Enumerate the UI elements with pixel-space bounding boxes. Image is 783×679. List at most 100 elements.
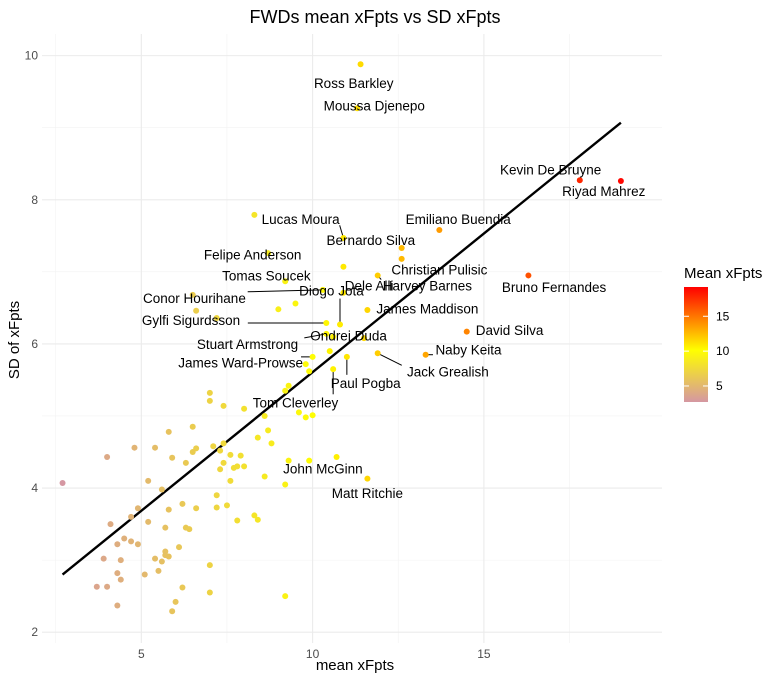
data-point xyxy=(576,177,583,184)
data-point xyxy=(104,454,111,461)
data-point xyxy=(206,389,213,396)
data-point xyxy=(189,423,196,430)
point-label: Emiliano Buendia xyxy=(406,212,512,227)
data-point xyxy=(282,387,289,394)
x-axis-title: mean xFpts xyxy=(316,657,394,674)
label-leader-line xyxy=(377,352,402,366)
data-point xyxy=(282,593,289,600)
point-label: Gylfi Sigurdsson xyxy=(142,313,240,328)
data-point xyxy=(295,409,302,416)
data-point xyxy=(525,272,532,279)
data-point xyxy=(326,348,333,355)
data-point xyxy=(223,502,230,509)
data-point xyxy=(254,434,261,441)
data-point xyxy=(265,250,272,257)
data-point xyxy=(145,477,152,484)
data-point xyxy=(422,351,429,358)
point-label: Tom Cleverley xyxy=(253,395,339,410)
chart-title: FWDs mean xFpts vs SD xFpts xyxy=(249,7,500,27)
data-point xyxy=(265,427,272,434)
data-point xyxy=(309,353,316,360)
y-tick-label: 8 xyxy=(31,193,38,207)
point-label: Naby Keita xyxy=(435,343,502,358)
data-point xyxy=(114,570,121,577)
data-point xyxy=(227,451,234,458)
data-point xyxy=(340,234,347,241)
data-point xyxy=(179,500,186,507)
data-point xyxy=(360,335,367,342)
data-point xyxy=(282,278,289,285)
data-point xyxy=(206,397,213,404)
point-label: Bernardo Silva xyxy=(327,233,416,248)
data-point xyxy=(237,452,244,459)
point-label: John McGinn xyxy=(283,462,363,477)
data-point xyxy=(268,440,275,447)
data-point xyxy=(285,457,292,464)
data-point xyxy=(176,544,183,551)
plot-area: Ross Barkley Moussa Djenepo Kevin De Bruyn… xyxy=(42,34,662,643)
data-point xyxy=(354,105,361,112)
data-point xyxy=(337,321,344,328)
point-label: Riyad Mahrez xyxy=(562,184,646,199)
data-point xyxy=(128,513,135,520)
label-leader-line xyxy=(247,289,323,293)
data-point xyxy=(306,457,313,464)
label-leader-line xyxy=(304,333,327,339)
point-label: Harvey Barnes xyxy=(383,279,473,294)
data-point xyxy=(302,414,309,421)
point-label: Matt Ritchie xyxy=(332,486,403,501)
data-point xyxy=(306,368,313,375)
point-label: Lucas Moura xyxy=(262,212,341,227)
data-point xyxy=(128,538,135,545)
data-point xyxy=(241,463,248,470)
data-point xyxy=(152,444,159,451)
data-point xyxy=(117,576,124,583)
data-point xyxy=(254,516,261,523)
data-point xyxy=(463,328,470,335)
data-point xyxy=(121,535,128,542)
data-point xyxy=(104,583,111,590)
data-point xyxy=(193,505,200,512)
data-point xyxy=(436,227,443,234)
data-point xyxy=(169,454,176,461)
data-point xyxy=(152,555,159,562)
data-point xyxy=(261,412,268,419)
data-point xyxy=(158,486,165,493)
point-label: Stuart Armstrong xyxy=(197,337,298,352)
data-point xyxy=(189,449,196,456)
legend-tick-label: 15 xyxy=(716,309,730,323)
x-tick-label: 10 xyxy=(306,647,320,661)
y-axis-ticks: 2 4 6 8 10 xyxy=(25,49,39,640)
legend: Mean xFpts 5 10 15 xyxy=(684,265,762,402)
data-point xyxy=(217,466,224,473)
y-tick-label: 2 xyxy=(31,625,38,639)
y-tick-label: 6 xyxy=(31,337,38,351)
data-point xyxy=(330,333,337,340)
data-point xyxy=(330,366,337,373)
data-point xyxy=(217,447,224,454)
data-point xyxy=(145,518,152,525)
data-point xyxy=(227,477,234,484)
data-point xyxy=(292,300,299,307)
data-point xyxy=(134,505,141,512)
data-point xyxy=(319,286,326,293)
data-point xyxy=(357,61,364,68)
data-point xyxy=(162,524,169,531)
y-tick-label: 10 xyxy=(25,49,39,63)
data-point xyxy=(220,459,227,466)
data-point xyxy=(169,608,176,615)
data-point xyxy=(374,272,381,279)
data-point xyxy=(172,598,179,605)
legend-title: Mean xFpts xyxy=(684,265,762,282)
data-point xyxy=(213,504,220,511)
point-label: Ross Barkley xyxy=(314,76,394,91)
data-point xyxy=(206,589,213,596)
data-point xyxy=(340,263,347,270)
data-point xyxy=(364,307,371,314)
data-point xyxy=(114,541,121,548)
point-label: Bruno Fernandes xyxy=(502,280,607,295)
point-label: Dele Alli xyxy=(345,279,394,294)
data-point xyxy=(189,291,196,298)
